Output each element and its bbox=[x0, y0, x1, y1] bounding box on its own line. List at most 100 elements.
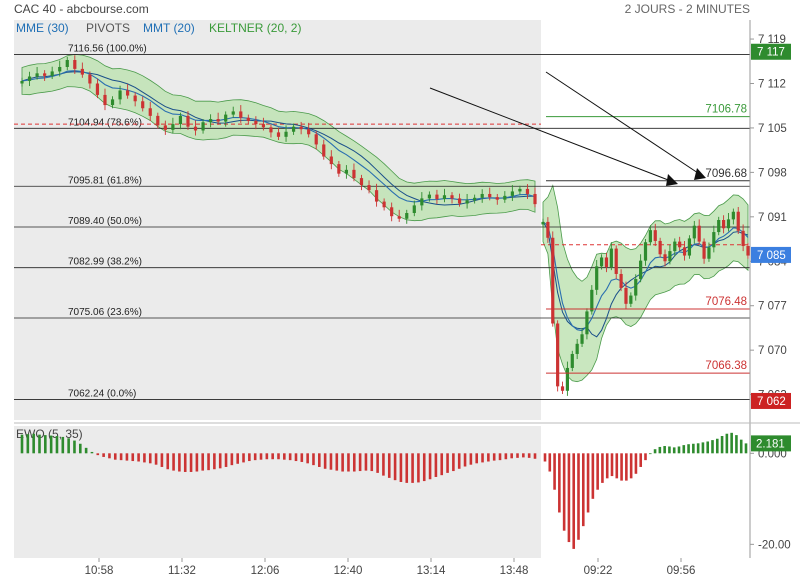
ewo-bar-day1 bbox=[405, 453, 409, 483]
ewo-bar-day1 bbox=[154, 453, 158, 465]
ewo-bar-day1 bbox=[172, 453, 175, 471]
ewo-y-tick-label: -20.00 bbox=[758, 539, 791, 551]
candle-day1 bbox=[465, 200, 469, 204]
ewo-bar-day1 bbox=[90, 451, 94, 454]
y-tick-label: 7 105 bbox=[758, 123, 787, 135]
ewo-bar-day1 bbox=[183, 453, 187, 472]
candle-day1 bbox=[261, 124, 266, 128]
ewo-bar-day2 bbox=[696, 443, 700, 454]
ewo-bar-day1 bbox=[300, 453, 304, 462]
ewo-bar-day1 bbox=[78, 443, 82, 454]
candle-day1 bbox=[246, 117, 250, 121]
candle-day1 bbox=[480, 193, 484, 198]
ewo-bar-day2 bbox=[692, 443, 695, 454]
arrow-head-1 bbox=[666, 174, 678, 186]
trend-arrow-1 bbox=[429, 87, 677, 184]
ewo-bar-day2 bbox=[682, 445, 686, 454]
ewo-bar-day2 bbox=[677, 446, 681, 454]
candle-day2 bbox=[697, 225, 701, 242]
ewo-bar-day1 bbox=[347, 453, 350, 472]
ewo-bar-day1 bbox=[73, 440, 76, 454]
ewo-bar-day1 bbox=[224, 453, 228, 467]
candle-day1 bbox=[518, 188, 522, 192]
candle-day1 bbox=[352, 169, 356, 179]
ewo-bar-day1 bbox=[341, 453, 344, 472]
ewo-bar-day1 bbox=[411, 453, 414, 483]
ewo-bar-day2 bbox=[687, 444, 690, 454]
y-tick-label: 7 091 bbox=[758, 212, 787, 224]
ewo-bar-day1 bbox=[382, 453, 385, 476]
ewo-bar-day1 bbox=[498, 453, 502, 461]
ewo-bar-day1 bbox=[440, 453, 444, 476]
candle-day1 bbox=[103, 94, 107, 106]
ewo-bar-day1 bbox=[207, 453, 210, 471]
arrow-head-2 bbox=[694, 168, 706, 180]
candle-day2 bbox=[614, 248, 618, 274]
ewo-bar-day2 bbox=[620, 453, 623, 481]
candle-day2 bbox=[551, 237, 555, 324]
candle-day1 bbox=[533, 193, 537, 205]
ewo-bar-day2 bbox=[562, 453, 566, 531]
ewo-bar-day2 bbox=[735, 435, 738, 454]
candle-day2 bbox=[712, 232, 716, 248]
ewo-bar-day2 bbox=[625, 453, 628, 481]
candle-day2 bbox=[687, 238, 692, 256]
ewo-bar-day1 bbox=[248, 453, 251, 462]
ewo-bar-day1 bbox=[166, 453, 170, 470]
ewo-bar-day1 bbox=[32, 433, 35, 454]
candle-day1 bbox=[178, 115, 183, 125]
candle-day2 bbox=[668, 251, 672, 262]
candle-day1 bbox=[65, 60, 69, 67]
candle-day1 bbox=[171, 124, 175, 130]
candle-day1 bbox=[148, 108, 152, 116]
candles bbox=[20, 55, 750, 396]
ewo-bar-day2 bbox=[629, 453, 633, 479]
candle-day1 bbox=[201, 122, 205, 131]
ewo-axis: 0.000-20.002.181 bbox=[750, 435, 791, 551]
price-tag-label: 7 117 bbox=[757, 47, 785, 59]
candle-day2 bbox=[736, 211, 740, 231]
ewo-value-tag bbox=[751, 435, 791, 452]
fib-label: 7116.56 (100.0%) bbox=[68, 44, 147, 55]
ewo-bar-day1 bbox=[487, 453, 490, 462]
price-tags: 7 117 7 085 7 062 bbox=[751, 43, 791, 409]
x-tick-label: 09:22 bbox=[584, 565, 613, 577]
fib-label: 7062.24 (0.0%) bbox=[68, 388, 136, 399]
x-tick-label: 13:48 bbox=[500, 565, 529, 577]
ewo-bar-day1 bbox=[148, 453, 152, 464]
candle-day1 bbox=[239, 111, 243, 118]
price-tag bbox=[751, 43, 791, 60]
x-tick-label: 09:56 bbox=[667, 565, 696, 577]
candle-day2 bbox=[619, 273, 623, 288]
legend: MME (30) PIVOTS MMT (20) KELTNER (20, 2) bbox=[16, 21, 301, 35]
candle-day1 bbox=[27, 76, 32, 81]
ewo-bar-day1 bbox=[143, 453, 146, 463]
ewo-bar-day1 bbox=[119, 453, 123, 461]
candle-day2 bbox=[692, 225, 696, 239]
candle-day2 bbox=[634, 279, 638, 296]
ewo-bar-day2 bbox=[730, 432, 733, 454]
legend-pivots: PIVOTS bbox=[86, 21, 130, 35]
ewo-bar-day1 bbox=[312, 453, 315, 466]
ewo-bar-day1 bbox=[434, 453, 438, 477]
candle-day1 bbox=[95, 83, 100, 95]
candle-day2 bbox=[643, 242, 648, 261]
candle-day1 bbox=[405, 213, 409, 219]
ewo-bar-day1 bbox=[469, 453, 473, 465]
candle-day1 bbox=[314, 134, 318, 145]
candle-day1 bbox=[156, 115, 160, 126]
ewo-title: EWO (5, 35) bbox=[16, 427, 83, 441]
price-tag bbox=[751, 246, 791, 263]
candle-day2 bbox=[648, 230, 652, 243]
candle-day2 bbox=[570, 353, 574, 368]
candle-day1 bbox=[43, 73, 47, 76]
ewo-bar-day2 bbox=[581, 453, 585, 527]
candle-day1 bbox=[359, 178, 364, 186]
candle-day2 bbox=[604, 257, 609, 267]
pivot-label: 7096.68 bbox=[705, 168, 747, 180]
ewo-bar-day2 bbox=[706, 441, 710, 454]
x-tick-label: 13:14 bbox=[417, 565, 446, 577]
candle-day1 bbox=[269, 127, 273, 133]
ewo-bar-day1 bbox=[446, 453, 449, 473]
